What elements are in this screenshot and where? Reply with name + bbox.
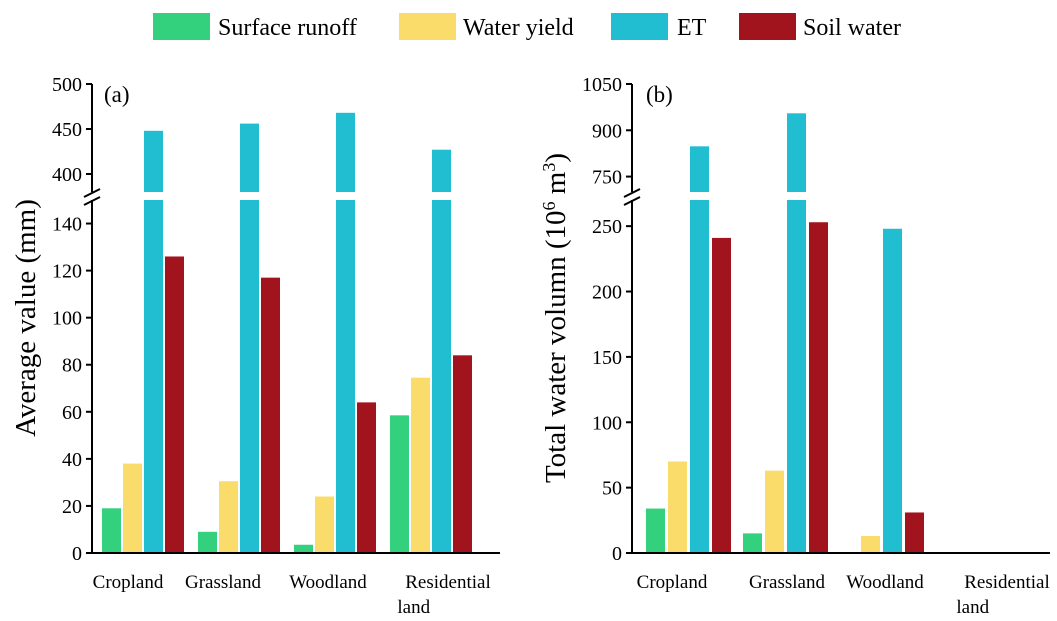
legend-swatch bbox=[153, 13, 210, 40]
bar-et-lower bbox=[787, 200, 806, 553]
bar-water-yield bbox=[765, 470, 784, 553]
y-tick-label: 100 bbox=[52, 308, 82, 330]
bar-surface-runoff bbox=[390, 415, 409, 553]
y-tick-label: 500 bbox=[52, 74, 82, 96]
bar-et-upper bbox=[144, 130, 163, 192]
y-tick-label: 150 bbox=[592, 347, 622, 369]
y-tick-label: 900 bbox=[592, 120, 622, 142]
y-tick-label: 50 bbox=[602, 478, 622, 500]
y-tick-label: 80 bbox=[62, 355, 82, 377]
bar-soil-water bbox=[165, 256, 184, 553]
bar-surface-runoff bbox=[646, 508, 665, 553]
x-category-label: Cropland bbox=[637, 572, 708, 593]
axis-break-mark bbox=[83, 188, 101, 198]
legend-label: ET bbox=[677, 15, 707, 41]
panel-a: 0 20 40 60 80 100 120 140 400 450 500 Cropland Grass… bbox=[10, 74, 500, 618]
x-category-label: Woodland bbox=[289, 572, 367, 593]
y-tick-label: 400 bbox=[52, 164, 82, 186]
bar-et-lower bbox=[432, 200, 451, 553]
bar-water-yield bbox=[861, 536, 880, 553]
x-category-label: Woodland bbox=[846, 572, 924, 593]
legend: Surface runoff Water yield ET Soil water bbox=[153, 13, 901, 41]
y-tick-label: 120 bbox=[52, 261, 82, 283]
bar-soil-water bbox=[357, 402, 376, 553]
panel-b: 0 50 100 150 200 250 750 900 1050 Cropland Grassla… bbox=[539, 74, 1050, 618]
legend-swatch bbox=[611, 13, 668, 40]
bar-et-upper bbox=[240, 123, 259, 192]
bar-et-upper bbox=[690, 146, 709, 192]
legend-swatch bbox=[399, 13, 456, 40]
bar-et-lower bbox=[240, 200, 259, 553]
x-category-label: Cropland bbox=[93, 572, 164, 593]
axis-break-mark bbox=[623, 196, 641, 206]
panel-label: (b) bbox=[646, 82, 673, 107]
bar-et-upper bbox=[432, 149, 451, 192]
y-tick-label: 0 bbox=[612, 543, 622, 565]
bar-surface-runoff bbox=[198, 531, 217, 553]
y-axis-title: Average value (mm) bbox=[10, 199, 42, 437]
bar-surface-runoff bbox=[743, 533, 762, 553]
y-tick-label: 100 bbox=[592, 412, 622, 434]
y-tick-label: 250 bbox=[592, 216, 622, 238]
y-tick-label: 60 bbox=[62, 402, 82, 424]
bar-et bbox=[883, 228, 902, 553]
axis-break-mark bbox=[83, 196, 101, 206]
legend-swatch bbox=[739, 13, 796, 40]
bar-water-yield bbox=[123, 463, 142, 553]
bar-et-upper bbox=[336, 112, 355, 192]
panel-label: (a) bbox=[104, 82, 130, 107]
legend-label: Surface runoff bbox=[218, 15, 357, 41]
legend-label: Water yield bbox=[463, 15, 574, 41]
x-category-label: Residential land bbox=[956, 572, 1049, 618]
bar-soil-water bbox=[905, 512, 924, 553]
y-tick-label: 750 bbox=[592, 167, 622, 189]
bar-et-lower bbox=[144, 200, 163, 553]
y-axis-title: Total water volumn (106 m3) bbox=[539, 153, 572, 483]
x-category-label: Grassland bbox=[749, 572, 825, 593]
y-tick-label: 450 bbox=[52, 119, 82, 141]
axis-break-mark bbox=[623, 188, 641, 198]
bar-et-upper bbox=[787, 113, 806, 192]
y-tick-label: 140 bbox=[52, 214, 82, 236]
y-tick-label: 1050 bbox=[582, 74, 622, 96]
y-tick-label: 200 bbox=[592, 282, 622, 304]
bar-water-yield bbox=[668, 461, 687, 553]
bar-soil-water bbox=[453, 355, 472, 553]
bar-water-yield bbox=[219, 481, 238, 553]
x-category-label: Residential land bbox=[397, 572, 490, 618]
bar-soil-water bbox=[261, 277, 280, 553]
bar-water-yield bbox=[411, 377, 430, 553]
bar-soil-water bbox=[809, 222, 828, 553]
bar-et-lower bbox=[336, 200, 355, 553]
bar-surface-runoff bbox=[102, 508, 121, 553]
bar-soil-water bbox=[712, 237, 731, 554]
y-tick-label: 40 bbox=[62, 449, 82, 471]
legend-label: Soil water bbox=[803, 15, 901, 41]
bar-surface-runoff bbox=[294, 544, 313, 553]
bar-et-lower bbox=[690, 200, 709, 553]
x-category-label: Grassland bbox=[185, 572, 261, 593]
bar-water-yield bbox=[315, 496, 334, 553]
y-tick-label: 0 bbox=[72, 543, 82, 565]
y-tick-label: 20 bbox=[62, 496, 82, 518]
